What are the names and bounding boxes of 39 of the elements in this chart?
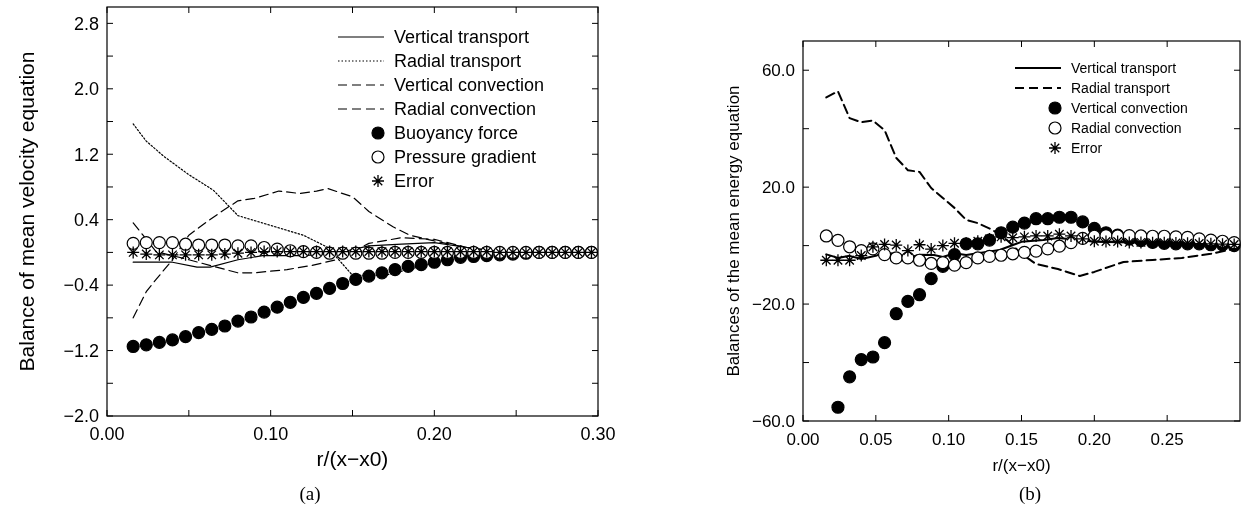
y-tick-label: −1.2: [63, 340, 99, 361]
x-tick-label: 0.25: [1150, 430, 1184, 449]
x-tick-label: 0.00: [786, 430, 820, 449]
x-tick-label: 0.15: [1004, 430, 1039, 449]
x-tick-label: 0.10: [932, 430, 966, 449]
text: (b): [1018, 483, 1042, 505]
y-tick-label: −20.0: [751, 295, 795, 315]
legend-label: Error: [1071, 139, 1103, 156]
y-tick-label: −60.0: [751, 411, 795, 431]
legend-label: Error: [394, 171, 434, 192]
y-tick-label: 60.0: [761, 61, 795, 81]
legend-label: Vertical convection: [394, 75, 545, 96]
x-tick-label: 0.20: [1077, 430, 1111, 449]
legend-label: Radial convection: [1071, 119, 1182, 136]
x-tick-label: 0.00: [89, 424, 125, 444]
y-tick-label: 1.2: [73, 144, 99, 165]
y-tick-label: 20.0: [761, 178, 795, 198]
text: (a): [299, 483, 321, 505]
x-tick-label: 0.10: [253, 424, 289, 444]
y-tick-label: −2.0: [63, 406, 99, 427]
legend-label: Radial transport: [1071, 79, 1170, 96]
y-axis-title: Balances of the mean energy equation: [723, 85, 743, 377]
legend-label: Pressure gradient: [394, 147, 537, 168]
y-axis-title: Balance of mean velocity equation: [15, 51, 39, 372]
y-tick-label: −0.4: [63, 275, 99, 296]
legend-label: Radial convection: [394, 99, 537, 120]
legend-label: Vertical transport: [394, 27, 530, 48]
x-axis-title: r/(x−x0): [316, 447, 389, 470]
legend-label: Vertical convection: [1071, 99, 1188, 116]
legend-label: Buoyancy force: [394, 123, 519, 144]
y-tick-label: 0.4: [73, 209, 99, 230]
x-tick-label: 0.05: [859, 430, 893, 449]
legend-label: Vertical transport: [1071, 59, 1177, 76]
x-tick-label: 0.30: [580, 424, 616, 444]
legend-label: Radial transport: [394, 51, 522, 72]
x-tick-label: 0.20: [416, 424, 452, 444]
y-tick-label: 2.0: [73, 79, 99, 100]
y-tick-label: 2.8: [73, 13, 99, 34]
x-axis-title: r/(x−x0): [992, 456, 1051, 475]
